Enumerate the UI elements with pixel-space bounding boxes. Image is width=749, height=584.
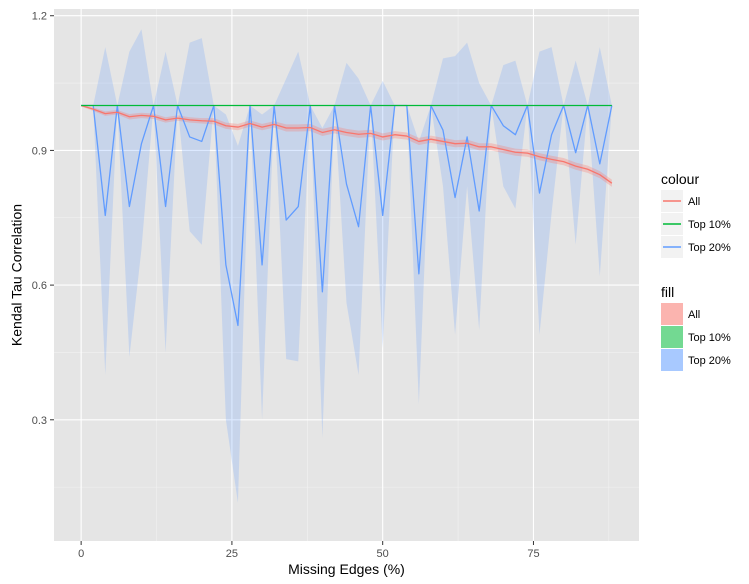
legend-label-top-10-: Top 10% — [688, 219, 731, 231]
line-top-20- — [81, 104, 613, 327]
y-tick-label: 0.9 — [32, 145, 47, 157]
x-tick-label: 25 — [226, 548, 238, 560]
series-lines — [80, 104, 613, 327]
legend-title-colour: colour — [661, 171, 699, 187]
legend-label-top-20-: Top 20% — [688, 242, 731, 254]
y-axis-title: Kendal Tau Correlation — [9, 204, 25, 346]
line-all — [80, 104, 613, 184]
x-tick-label: 0 — [78, 548, 84, 560]
legend-key-top-20- — [661, 349, 683, 371]
legend-key-top-10- — [661, 326, 683, 348]
confidence-ribbons — [81, 29, 612, 503]
legend-label-all: All — [688, 309, 700, 321]
legend-label-top-20-: Top 20% — [688, 355, 731, 367]
ribbon-top-20- — [81, 29, 612, 503]
minor-gridlines — [54, 9, 639, 541]
x-tick-label: 50 — [377, 548, 389, 560]
legend-key-all — [661, 303, 683, 325]
x-axis-title: Missing Edges (%) — [288, 561, 405, 577]
legend-label-all: All — [688, 196, 700, 208]
y-tick-label: 0.6 — [32, 280, 47, 292]
plot-panel — [54, 9, 639, 541]
x-tick-label: 75 — [527, 548, 539, 560]
legend-title-fill: fill — [661, 284, 674, 300]
major-gridlines — [54, 9, 639, 541]
axis-ticks — [50, 15, 534, 545]
y-tick-label: 0.3 — [32, 415, 47, 427]
tick-labels: 0 25 50 75 0.3 0.6 0.9 1.2 — [32, 11, 540, 560]
y-tick-label: 1.2 — [32, 11, 47, 23]
legend: colour All Top 10% Top 20% fill All Top 10% Top… — [661, 171, 731, 371]
legend-label-top-10-: Top 10% — [688, 332, 731, 344]
